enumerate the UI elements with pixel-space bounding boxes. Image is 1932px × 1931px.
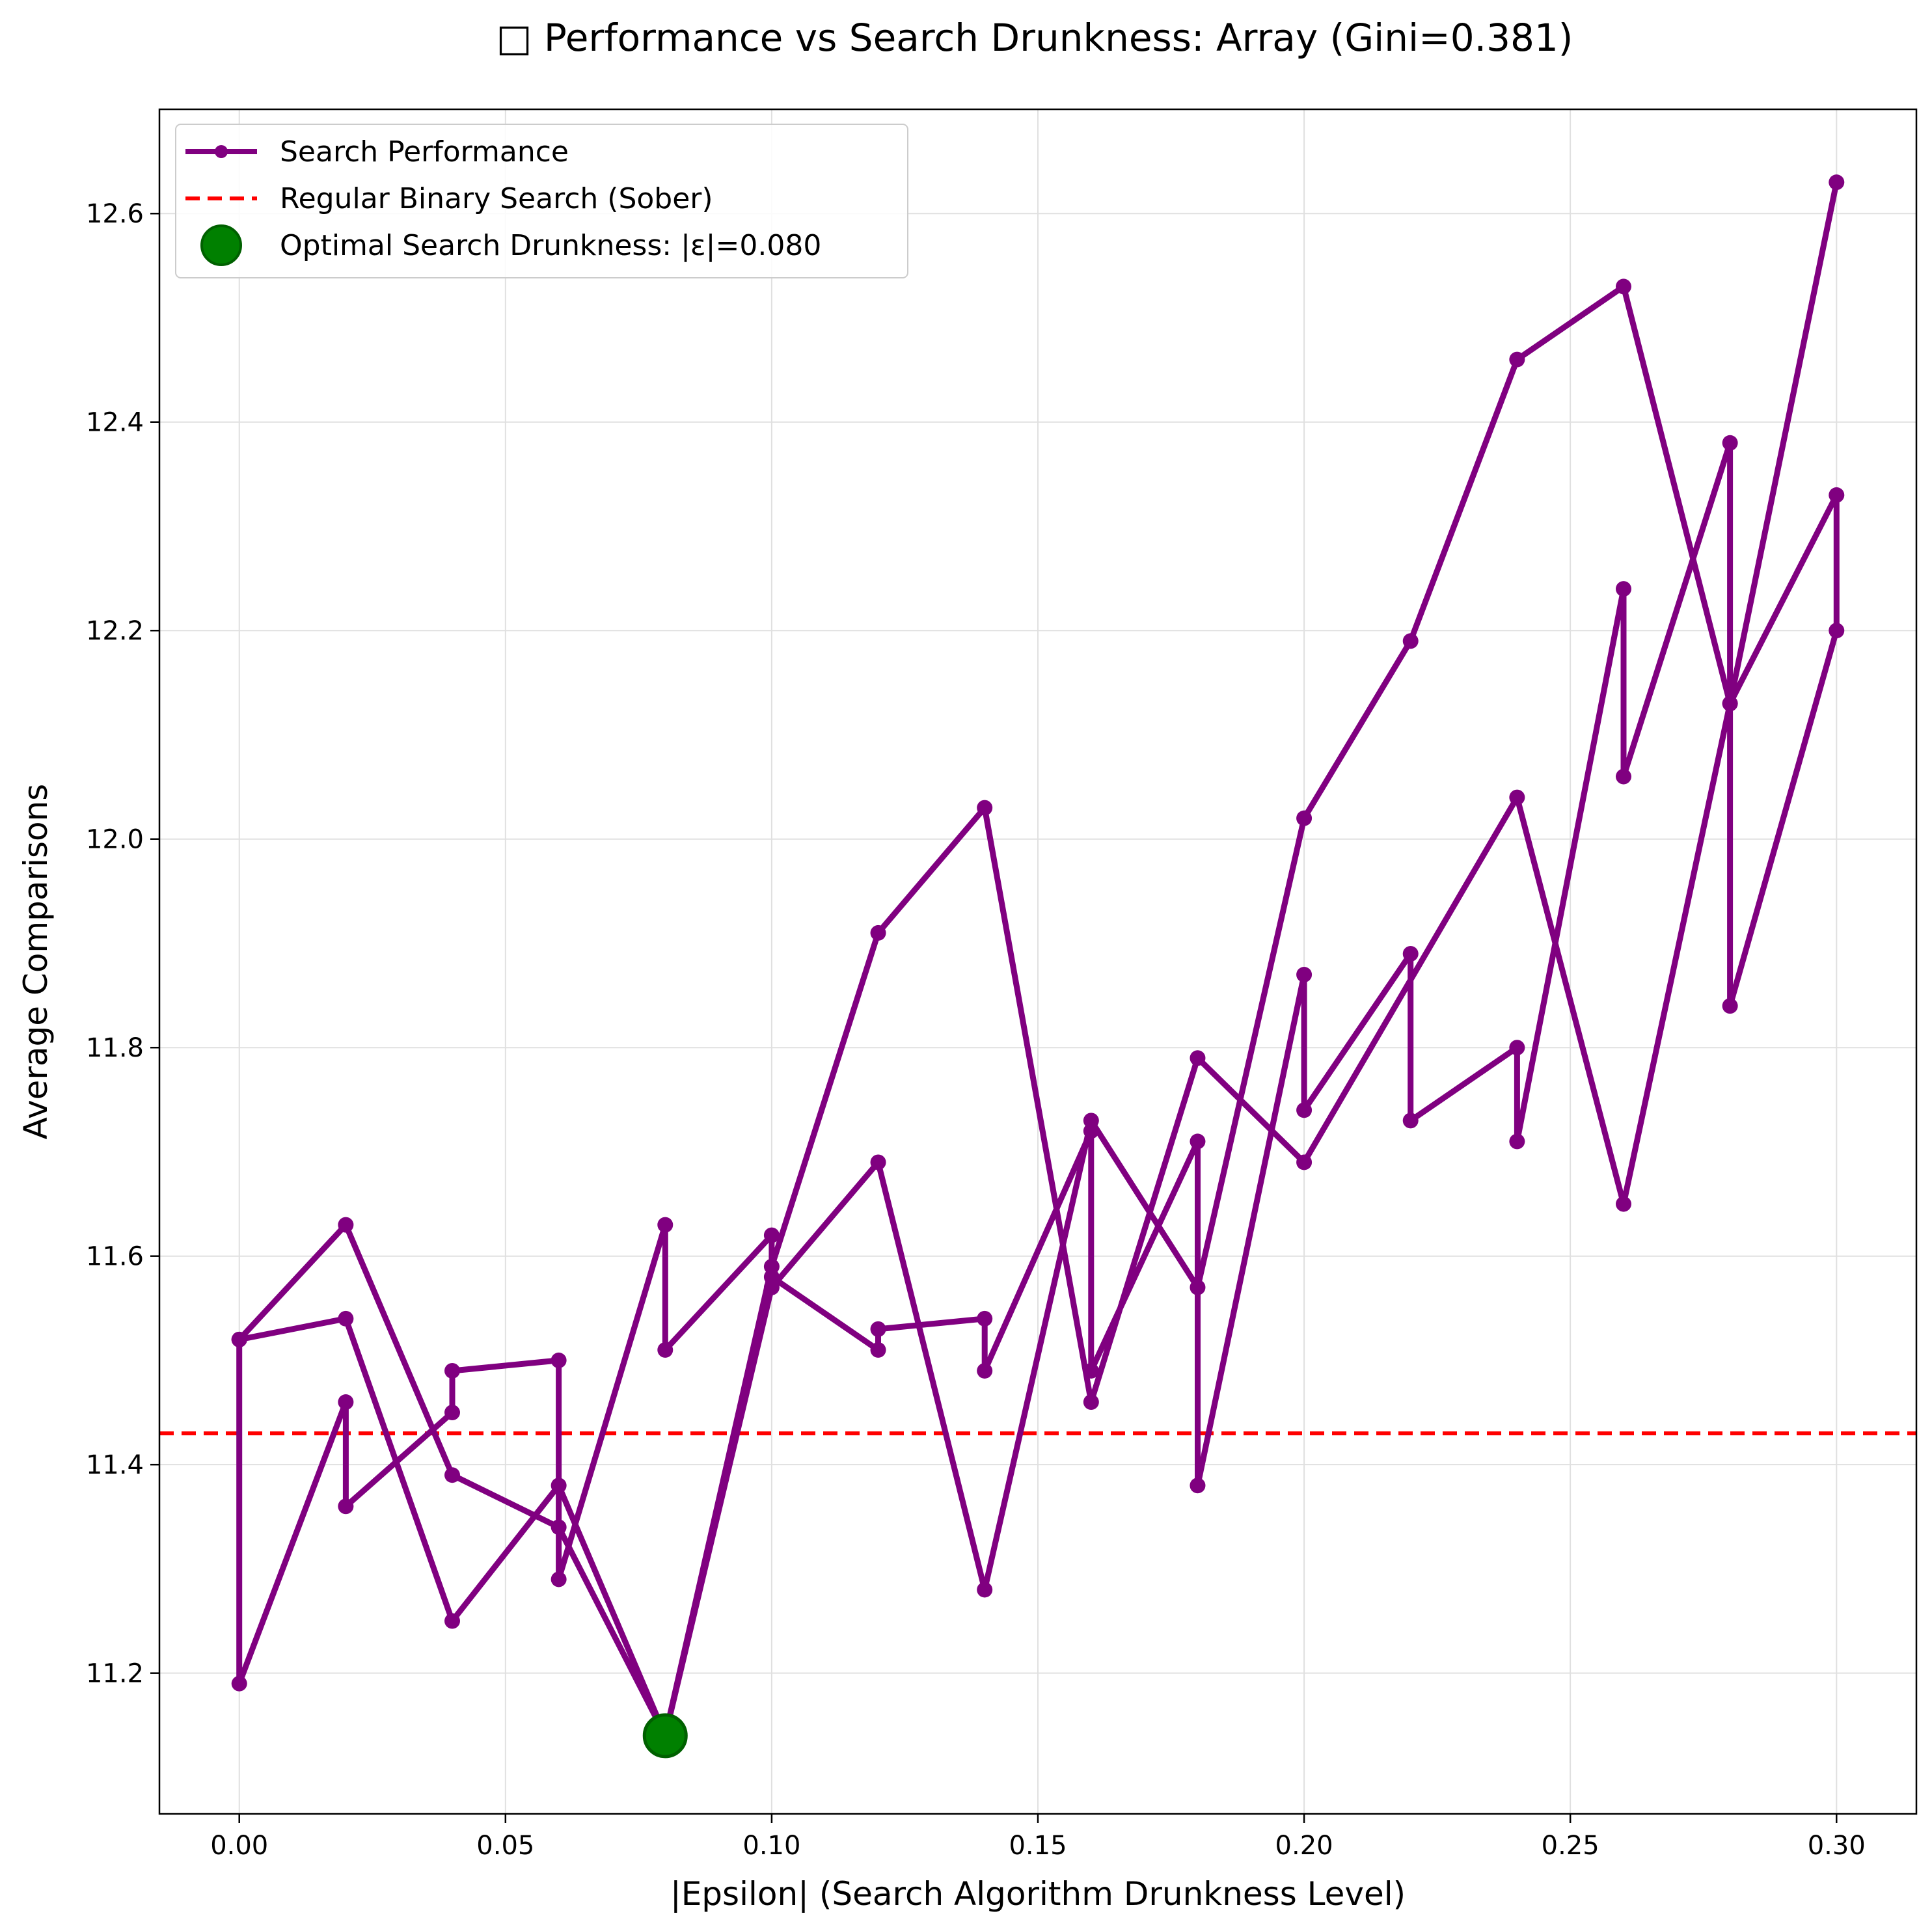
x-tick-label: 0.15	[1009, 1831, 1067, 1861]
y-tick-label: 11.8	[86, 1033, 144, 1063]
performance-point	[657, 1217, 673, 1233]
performance-point	[977, 800, 993, 816]
performance-point	[338, 1498, 354, 1515]
y-tick-label: 11.6	[86, 1242, 144, 1272]
x-axis-ticks: 0.00 0.05 0.10 0.15 0.20 0.25 0.30	[210, 1814, 1866, 1861]
performance-point	[444, 1362, 460, 1379]
legend-box	[175, 124, 908, 278]
y-tick-label: 12.6	[86, 199, 144, 229]
performance-point	[338, 1217, 354, 1233]
x-axis-label: |Epsilon| (Search Algorithm Drunkness Le…	[670, 1875, 1406, 1913]
performance-point	[1829, 623, 1845, 639]
performance-point	[1509, 351, 1525, 368]
performance-point	[1296, 810, 1313, 826]
x-tick-label: 0.30	[1808, 1831, 1866, 1861]
performance-point	[977, 1362, 993, 1379]
performance-point	[1722, 435, 1738, 451]
performance-point	[551, 1519, 567, 1535]
x-tick-label: 0.05	[476, 1831, 534, 1861]
performance-point	[444, 1405, 460, 1421]
performance-point	[977, 1310, 993, 1327]
performance-point	[1616, 278, 1631, 295]
performance-point	[338, 1394, 354, 1411]
legend-label-performance: Search Performance	[280, 135, 569, 169]
performance-point	[444, 1467, 460, 1483]
y-tick-label: 12.0	[86, 825, 144, 855]
performance-point	[1616, 581, 1631, 597]
performance-point	[444, 1613, 460, 1629]
performance-point	[870, 1321, 886, 1337]
legend-swatch-optimal	[200, 224, 242, 266]
performance-point	[1190, 1050, 1206, 1066]
optimal-point	[642, 1713, 688, 1759]
performance-point	[1402, 633, 1419, 649]
performance-point	[1296, 967, 1313, 983]
performance-point	[870, 1342, 886, 1358]
performance-point	[1722, 695, 1738, 712]
performance-point	[1829, 174, 1845, 191]
performance-point	[870, 925, 886, 941]
performance-point	[231, 1331, 247, 1347]
performance-point	[1083, 1362, 1099, 1379]
performance-point	[551, 1478, 567, 1494]
performance-point	[1402, 1113, 1419, 1129]
performance-point	[1829, 487, 1845, 503]
performance-point	[231, 1675, 247, 1692]
performance-point	[1296, 1154, 1313, 1170]
performance-point	[1402, 945, 1419, 962]
x-tick-label: 0.25	[1542, 1831, 1599, 1861]
performance-point	[1296, 1102, 1313, 1118]
performance-point	[1083, 1394, 1099, 1411]
performance-point	[763, 1279, 780, 1295]
x-tick-label: 0.20	[1275, 1831, 1333, 1861]
performance-point	[1190, 1133, 1206, 1150]
chart-title: □ Performance vs Search Drunkness: Array…	[497, 16, 1573, 60]
legend-label-optimal: Optimal Search Drunkness: |ε|=0.080	[280, 229, 821, 262]
x-tick-label: 0.00	[210, 1831, 268, 1861]
performance-point	[870, 1154, 886, 1170]
performance-point	[1616, 1196, 1631, 1212]
performance-point	[1083, 1113, 1099, 1129]
y-tick-label: 11.4	[86, 1450, 144, 1480]
performance-point	[977, 1582, 993, 1598]
legend-label-sober: Regular Binary Search (Sober)	[280, 182, 713, 215]
optimal-marker-layer	[642, 1713, 688, 1759]
y-axis-label: Average Comparisons	[17, 784, 55, 1140]
y-tick-label: 12.4	[86, 408, 144, 438]
performance-point	[1616, 768, 1631, 785]
legend: Search Performance Regular Binary Search…	[175, 124, 908, 278]
performance-point	[551, 1571, 567, 1587]
y-axis-ticks: 11.2 11.4 11.6 11.8 12.0 12.2 12.4 12.6	[86, 199, 159, 1689]
legend-swatch-marker	[215, 145, 228, 158]
performance-point	[338, 1310, 354, 1327]
performance-point	[657, 1342, 673, 1358]
series-layer	[231, 174, 1845, 1744]
y-tick-label: 12.2	[86, 616, 144, 646]
performance-point	[1509, 1040, 1525, 1056]
y-tick-label: 11.2	[86, 1659, 144, 1689]
performance-point	[1190, 1279, 1206, 1295]
performance-point	[1509, 1133, 1525, 1150]
performance-point	[763, 1227, 780, 1243]
performance-point	[551, 1352, 567, 1368]
performance-point	[1722, 998, 1738, 1014]
x-tick-label: 0.10	[742, 1831, 800, 1861]
performance-point	[1509, 789, 1525, 805]
performance-point	[763, 1258, 780, 1275]
performance-point	[1190, 1478, 1206, 1494]
